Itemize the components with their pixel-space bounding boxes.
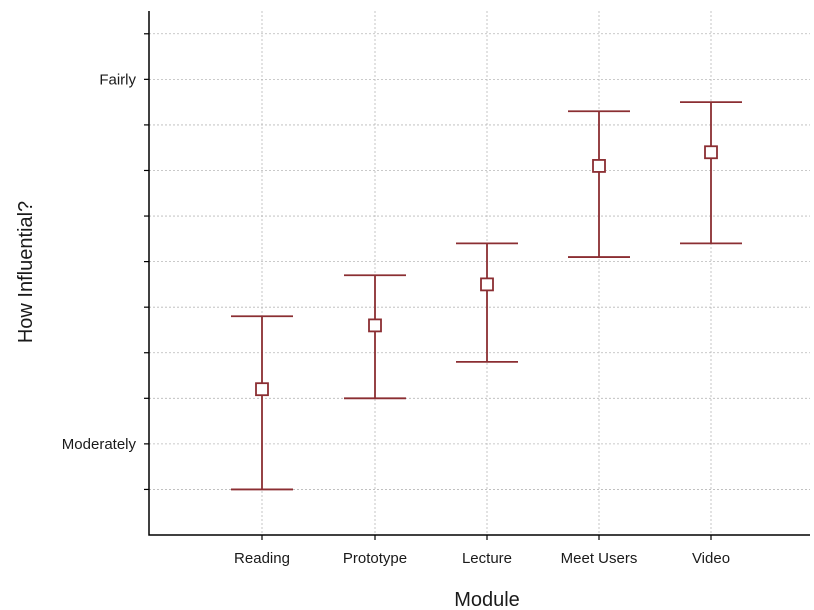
x-tick-label: Lecture	[462, 550, 512, 567]
y-tick-label: Moderately	[62, 436, 137, 453]
mean-point	[480, 277, 494, 292]
y-tick-label: Fairly	[99, 71, 136, 88]
x-tick-label: Meet Users	[561, 550, 638, 567]
mean-point	[704, 145, 718, 160]
x-tick-label: Prototype	[343, 550, 407, 567]
grid-layer	[149, 11, 810, 535]
x-axis-title: Module	[454, 589, 520, 610]
mark-layer	[231, 101, 742, 491]
mean-point	[368, 318, 382, 333]
axis-frame	[148, 11, 810, 536]
y-axis-title: How Influential?	[15, 201, 37, 343]
mean-point	[255, 382, 269, 397]
axis-layer	[144, 11, 810, 540]
x-tick-label: Reading	[234, 550, 290, 567]
mean-point	[592, 159, 606, 173]
x-tick-label: Video	[692, 550, 730, 567]
label-layer: Moderately Fairly Reading Prototype Lecture M…	[62, 71, 730, 567]
